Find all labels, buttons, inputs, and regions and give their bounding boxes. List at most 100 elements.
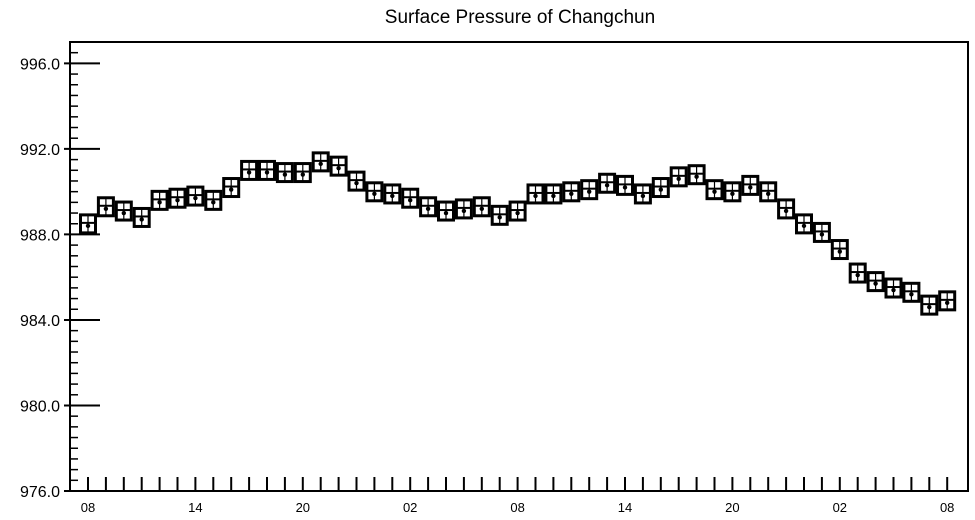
x-tick-label: 08	[81, 500, 95, 515]
data-point	[848, 262, 867, 284]
data-point	[168, 187, 187, 209]
data-point	[347, 170, 366, 192]
data-point-dot	[157, 200, 162, 205]
data-point	[544, 183, 563, 205]
x-tick-label: 20	[296, 500, 310, 515]
y-tick-label: 976.0	[20, 484, 60, 501]
data-point	[562, 181, 581, 203]
data-point	[508, 200, 527, 222]
data-point	[920, 294, 939, 316]
y-tick-label: 980.0	[20, 398, 60, 415]
data-point	[454, 198, 473, 220]
data-point	[311, 151, 330, 173]
data-point-dot	[748, 185, 753, 190]
data-point	[795, 213, 813, 235]
data-point-dot	[551, 193, 556, 199]
data-point	[258, 159, 276, 181]
data-point	[79, 213, 97, 235]
data-point-dot	[443, 210, 449, 216]
data-point	[419, 196, 438, 218]
data-point	[741, 174, 760, 196]
x-tick-label: 14	[188, 500, 202, 515]
x-tick-label: 02	[833, 500, 847, 515]
x-tick-label: 14	[618, 500, 632, 515]
data-point-dot	[622, 185, 628, 190]
data-point-dot	[766, 191, 771, 197]
data-point-dot	[927, 304, 932, 310]
plot-frame	[69, 41, 969, 492]
data-point-dot	[229, 187, 234, 192]
data-point-dot	[300, 172, 305, 177]
data-point-dot	[604, 183, 610, 188]
data-point-dot	[175, 198, 180, 203]
data-point-dot	[121, 210, 127, 216]
data-point	[204, 189, 223, 211]
data-point	[633, 183, 652, 205]
y-axis: 976.0 980.0 984.0 988.0 992.0 996.0	[20, 41, 100, 501]
data-point	[365, 181, 384, 203]
data-point-dot	[246, 170, 252, 175]
data-point-dot	[282, 172, 288, 177]
data-point-dot	[640, 193, 646, 199]
x-tick-label: 08	[510, 500, 524, 515]
data-point-dot	[819, 232, 825, 237]
data-point	[490, 204, 509, 226]
data-point-dot	[408, 198, 413, 203]
data-point	[437, 200, 455, 222]
data-point	[598, 172, 617, 194]
data-point	[884, 277, 903, 299]
data-point	[96, 196, 115, 218]
data-point	[114, 200, 133, 222]
data-point	[472, 196, 491, 218]
data-point	[329, 155, 348, 177]
data-point-dot	[85, 223, 91, 229]
data-point-dot	[676, 176, 681, 182]
data-point-dot	[479, 206, 484, 211]
y-tick-label: 996.0	[20, 56, 60, 73]
data-point-dot	[712, 189, 717, 194]
data-point	[777, 198, 796, 220]
data-point	[902, 281, 921, 303]
data-point-dot	[837, 249, 842, 254]
data-point	[186, 185, 205, 207]
data-point-dot	[515, 210, 520, 216]
data-point-dot	[945, 300, 950, 306]
data-point-dot	[873, 281, 878, 286]
data-point	[669, 166, 688, 188]
data-point	[240, 159, 259, 181]
data-point-dot	[211, 200, 216, 205]
y-tick-label: 988.0	[20, 227, 60, 244]
data-point	[383, 183, 402, 205]
data-point-dot	[587, 189, 592, 194]
data-point	[150, 189, 169, 211]
data-point-dot	[103, 206, 109, 211]
data-point	[526, 183, 545, 205]
data-point-dot	[658, 187, 663, 192]
x-axis: 08 14 20 02 08 14 20 02 08	[81, 477, 954, 515]
data-point	[293, 162, 312, 184]
data-point-dot	[801, 223, 807, 229]
data-point	[812, 221, 831, 243]
y-tick-label: 984.0	[20, 313, 60, 330]
data-point-dot	[730, 191, 735, 197]
data-point-dot	[783, 208, 789, 214]
data-point	[866, 271, 885, 293]
data-point	[687, 164, 706, 186]
chart-title: Surface Pressure of Changchun	[385, 7, 655, 28]
data-point	[651, 177, 670, 199]
data-series	[79, 151, 957, 316]
data-point-dot	[354, 180, 359, 186]
data-point	[222, 177, 241, 199]
data-point-dot	[497, 215, 502, 220]
data-point-dot	[372, 191, 377, 197]
data-point	[938, 290, 957, 312]
data-point	[759, 181, 778, 203]
data-point	[830, 239, 849, 261]
data-point-dot	[193, 195, 198, 201]
data-point-dot	[891, 287, 896, 293]
data-point-dot	[533, 193, 538, 199]
data-point	[275, 162, 294, 184]
data-point-dot	[390, 193, 395, 199]
x-tick-label: 02	[403, 500, 417, 515]
